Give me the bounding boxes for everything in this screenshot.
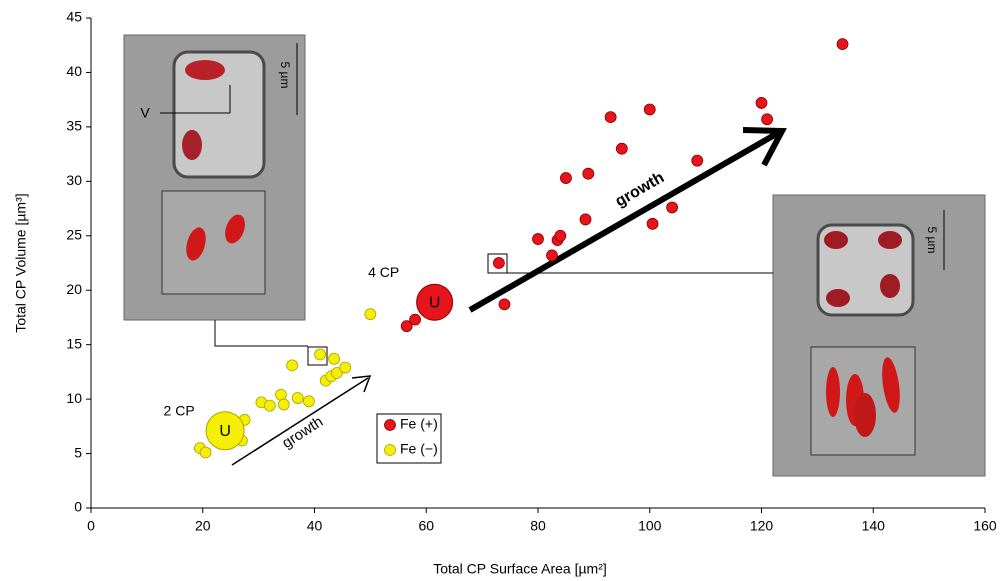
point xyxy=(278,399,289,410)
point xyxy=(264,400,275,411)
point xyxy=(410,314,421,325)
group-label: 4 CP xyxy=(368,264,399,280)
x-tick-label: 60 xyxy=(418,518,434,534)
chart: Total CP Surface Area [µm²] Total CP Vol… xyxy=(0,0,1005,581)
point xyxy=(200,447,211,458)
group-label: 2 CP xyxy=(164,402,195,418)
y-tick-label: 45 xyxy=(66,9,82,25)
x-tick-label: 40 xyxy=(307,518,323,534)
legend-label: Fe (+) xyxy=(400,416,438,432)
mean-label: U xyxy=(219,423,231,440)
point xyxy=(340,362,351,373)
mean-label: U xyxy=(429,294,441,311)
y-tick-label: 25 xyxy=(66,226,82,242)
annotation: 5 µm xyxy=(925,227,939,254)
point xyxy=(616,143,627,154)
y-tick-label: 30 xyxy=(66,172,82,188)
x-tick-label: 20 xyxy=(195,518,211,534)
x-tick-label: 160 xyxy=(973,518,997,534)
point xyxy=(580,214,591,225)
point xyxy=(756,97,767,108)
legend-marker xyxy=(385,445,396,456)
point xyxy=(329,353,340,364)
legend-label: Fe (−) xyxy=(400,441,438,457)
y-tick-label: 5 xyxy=(74,444,82,460)
x-tick-label: 120 xyxy=(750,518,774,534)
point xyxy=(692,155,703,166)
y-axis-title: Total CP Volume [µm³] xyxy=(13,193,29,332)
x-axis-title: Total CP Surface Area [µm²] xyxy=(433,561,607,577)
x-tick-label: 140 xyxy=(862,518,886,534)
point xyxy=(837,39,848,50)
point xyxy=(499,299,510,310)
point xyxy=(275,389,286,400)
point xyxy=(762,114,773,125)
point xyxy=(560,173,571,184)
point xyxy=(583,168,594,179)
point xyxy=(493,258,504,269)
x-tick-label: 100 xyxy=(638,518,662,534)
point xyxy=(533,234,544,245)
point xyxy=(605,112,616,123)
point xyxy=(315,349,326,360)
y-tick-label: 20 xyxy=(66,281,82,297)
point xyxy=(546,250,557,261)
point xyxy=(303,396,314,407)
y-tick-label: 15 xyxy=(66,335,82,351)
point xyxy=(644,104,655,115)
y-tick-label: 40 xyxy=(66,63,82,79)
x-tick-label: 0 xyxy=(87,518,95,534)
point xyxy=(292,393,303,404)
point xyxy=(365,309,376,320)
micrograph-4cp xyxy=(773,195,985,476)
x-tick-label: 80 xyxy=(530,518,546,534)
point xyxy=(667,202,678,213)
y-tick-label: 0 xyxy=(74,499,82,515)
point xyxy=(555,230,566,241)
legend-marker xyxy=(385,420,396,431)
annotation: V xyxy=(140,105,150,121)
y-tick-label: 35 xyxy=(66,118,82,134)
y-tick-label: 10 xyxy=(66,390,82,406)
annotation: 5 µm xyxy=(278,62,292,89)
point xyxy=(647,218,658,229)
point xyxy=(287,360,298,371)
